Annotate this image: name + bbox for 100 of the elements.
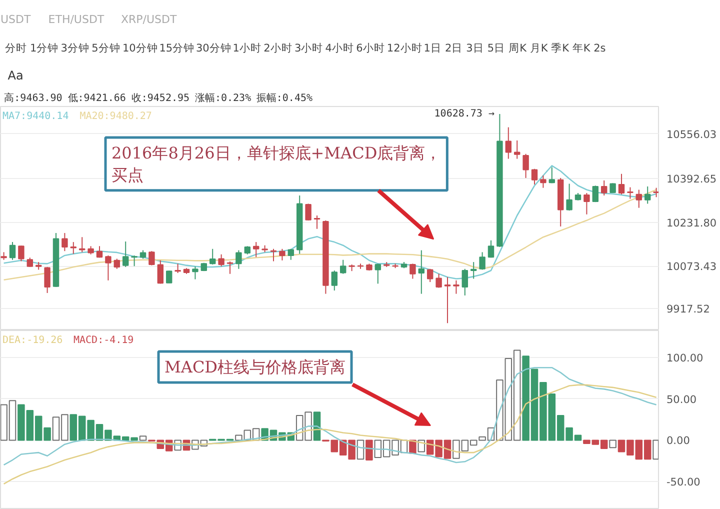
candlestick (70, 242, 77, 254)
text: 5日 (487, 42, 506, 54)
candlestick (105, 254, 112, 281)
text: 15分钟 (159, 42, 195, 54)
candlestick (252, 242, 260, 258)
line-series (3, 384, 657, 485)
text: 周K (508, 42, 528, 54)
text: 月K (530, 42, 549, 54)
candlestick (122, 241, 129, 268)
text: 12小时 (386, 42, 422, 54)
candlestick (548, 166, 556, 184)
text: 分时 (5, 42, 28, 54)
candlestick (340, 259, 346, 274)
candlestick (374, 263, 382, 284)
text: USDT (0, 13, 32, 26)
candlestick (426, 268, 434, 283)
candlestick (279, 248, 286, 261)
text: 1日 (424, 42, 442, 54)
text: 3日 (466, 42, 484, 54)
text: DEA:-19.26 (2, 335, 63, 346)
candlestick (627, 186, 634, 200)
candlestick (592, 185, 599, 203)
candlestick (131, 254, 138, 267)
candlestick (44, 266, 50, 294)
candlestick (644, 186, 651, 204)
y-tick-label: 10073.43 (666, 261, 717, 274)
y-tick-label: -50.00 (666, 476, 700, 488)
text: 5分钟 (92, 42, 120, 54)
text: 10分钟 (122, 42, 158, 54)
y-tick-label: 10392.65 (666, 174, 717, 186)
text: MACD:-4.19 (74, 335, 134, 346)
text: 涨幅:0.23% (194, 92, 252, 104)
candlestick (218, 254, 224, 267)
bar (356, 440, 364, 460)
candlestick (479, 252, 486, 270)
text: 低:9421.66 (68, 93, 126, 104)
text: 1分钟 (30, 42, 59, 54)
candlestick (410, 263, 416, 280)
candlestick (114, 258, 120, 270)
candlestick (148, 250, 155, 266)
text: 1小时 (232, 42, 262, 54)
text: 30分钟 (196, 42, 232, 54)
candlestick (618, 173, 625, 195)
bar (139, 436, 147, 441)
candlestick (26, 257, 34, 268)
candlestick (166, 270, 172, 284)
text: Aa (8, 68, 24, 82)
y-tick-label: 100.00 (666, 352, 704, 365)
text: XRP/USDT (120, 13, 178, 26)
text: 10628.73 → (434, 108, 494, 120)
candlestick (566, 183, 572, 212)
candlestick (540, 175, 546, 188)
candlestick (209, 248, 216, 266)
y-tick-label: 9917.52 (666, 304, 710, 316)
y-tick-label: 10556.03 (666, 128, 717, 141)
text: 2日 (444, 42, 463, 54)
candlestick (488, 240, 494, 258)
candlestick (226, 260, 234, 274)
candlestick (157, 260, 164, 284)
candlestick (314, 214, 320, 230)
candlestick (531, 168, 538, 186)
text: 3小时 (294, 42, 324, 54)
text: 4小时 (325, 42, 354, 54)
bar (366, 440, 373, 461)
y-tick-label: 50.00 (666, 394, 697, 406)
candlestick (470, 262, 477, 280)
candlestick (305, 203, 312, 221)
candlestick (505, 126, 512, 160)
text: 收:9452.95 (131, 93, 190, 104)
text: 2小时 (264, 42, 292, 54)
candlestick (418, 250, 425, 294)
candlestick (584, 192, 590, 215)
text: MA20:9480.27 (80, 111, 152, 122)
text: 6小时 (356, 42, 385, 54)
y-tick-label: 0.00 (666, 435, 690, 448)
text: 2s (594, 42, 606, 54)
candlestick (192, 266, 198, 280)
text: 振幅:0.45% (256, 92, 313, 104)
candlestick (18, 245, 24, 262)
candlestick (436, 273, 442, 288)
annotation: 2016年8月26日，单针探底+MACD底背离，买点 (112, 144, 442, 184)
bar (609, 440, 616, 448)
text: 3分钟 (60, 42, 90, 54)
candlestick (600, 180, 608, 196)
text: 季K (551, 42, 570, 54)
candlestick (174, 263, 181, 274)
candlestick (462, 268, 468, 296)
candlestick (514, 140, 520, 160)
text: MA7:9440.14 (2, 111, 69, 122)
candlestick (444, 276, 451, 324)
candlestick (236, 250, 242, 270)
text: 年K (572, 42, 592, 54)
candlestick (270, 248, 277, 262)
text: 高:9463.90 (4, 92, 62, 104)
text: ETH/USDT (48, 13, 104, 26)
candlestick (453, 280, 460, 294)
candlestick (653, 187, 658, 198)
y-tick-label: 10231.80 (666, 218, 717, 230)
annotation: MACD柱线与价格底背离 (164, 358, 346, 376)
candlestick (62, 232, 68, 252)
